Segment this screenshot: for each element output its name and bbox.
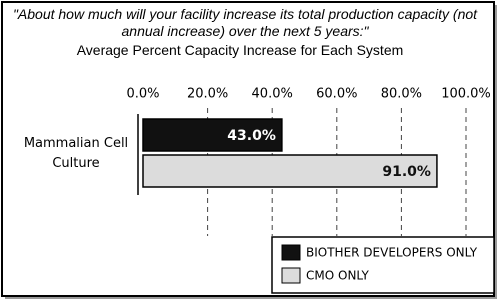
bar	[142, 118, 283, 152]
category-label: Mammalian Cell Culture	[23, 136, 129, 171]
x-tick-label: 80.0%	[381, 87, 422, 102]
bar	[142, 154, 438, 188]
value-label: 91.0%	[382, 164, 431, 180]
chart-subtitle: Average Percent Capacity Increase for Ea…	[76, 42, 404, 58]
legend-swatch	[281, 244, 301, 261]
x-tick-label: 100.0%	[441, 87, 491, 102]
legend-swatch	[281, 267, 301, 284]
chart-title: "About how much will your facility incre…	[12, 6, 478, 39]
x-tick-label: 40.0%	[252, 87, 293, 102]
x-tick-label: 0.0%	[126, 87, 159, 102]
legend-label: CMO ONLY	[306, 269, 370, 283]
legend-box	[271, 236, 495, 294]
value-label: 43.0%	[227, 128, 276, 144]
x-tick-label: 60.0%	[316, 87, 357, 102]
legend-label: BIOTHER DEVELOPERS ONLY	[306, 246, 478, 260]
x-tick-label: 20.0%	[187, 87, 228, 102]
